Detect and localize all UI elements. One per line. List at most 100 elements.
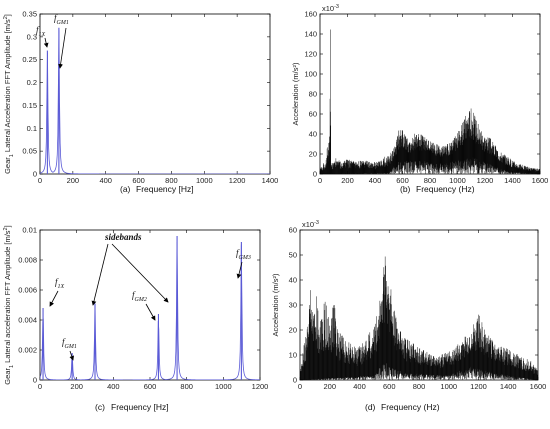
y-tick-label: 120 bbox=[304, 50, 317, 59]
noise-spectrum bbox=[320, 29, 540, 174]
series-c bbox=[40, 236, 260, 380]
y-tick-label: 140 bbox=[304, 30, 317, 39]
x-tick-label: 1000 bbox=[196, 176, 213, 185]
x-tick-label: 800 bbox=[165, 176, 178, 185]
annotation-c-fgm1: fGM1 bbox=[62, 337, 77, 350]
x-tick-label: 800 bbox=[413, 382, 426, 391]
y-axis-label: Gear1 Lateral acceleration FFT Amplitude… bbox=[3, 225, 15, 384]
x-axis-label: Frequency (Hz) bbox=[381, 402, 440, 412]
y-tick-label: 60 bbox=[289, 226, 297, 235]
y-tick-label: 0.006 bbox=[18, 286, 37, 295]
x-tick-label: 1600 bbox=[530, 382, 547, 391]
x-tick-label: 1000 bbox=[440, 382, 457, 391]
y-tick-label: 0.35 bbox=[22, 10, 37, 19]
plot-frame bbox=[39, 229, 261, 381]
x-tick-label: 600 bbox=[383, 382, 396, 391]
y-axis-label: Gear1 Lateral Acceleration FFT Amplitude… bbox=[3, 14, 15, 174]
x-tick-label: 800 bbox=[180, 382, 193, 391]
y-axis-label: Acceleration (m/s²) bbox=[271, 273, 280, 336]
annotation-sidebands: sidebands bbox=[104, 232, 142, 242]
x-tick-label: 1200 bbox=[477, 176, 494, 185]
x-tick-label: 600 bbox=[132, 176, 145, 185]
arrow-fgm1 bbox=[58, 27, 67, 69]
chart-panel-b: 0 200 400 600 800 1000 1200 1400 1600 0 20 40 60 80 10… bbox=[291, 4, 548, 194]
x-tick-label: 1600 bbox=[532, 176, 549, 185]
annotation-fgm1: fGM1 bbox=[54, 13, 69, 26]
y-tick-label: 0 bbox=[313, 170, 317, 179]
y-tick-label: 60 bbox=[309, 110, 317, 119]
arrow-f1x bbox=[43, 37, 49, 48]
arrow-sidebands-1 bbox=[91, 243, 109, 306]
y-tick-label: 0 bbox=[293, 376, 297, 385]
y-tick-label: 160 bbox=[304, 10, 317, 19]
y-tick-label: 20 bbox=[289, 326, 297, 335]
y-tick-label: 20 bbox=[309, 150, 317, 159]
x-tick-label: 400 bbox=[369, 176, 382, 185]
x-tick-label: 200 bbox=[70, 382, 83, 391]
y-tick-label: 0.01 bbox=[22, 226, 37, 235]
x-tick-label: 1400 bbox=[500, 382, 517, 391]
chart-panel-a: 0 200 400 600 800 1000 1200 1400 0 0.05 0.1 0.15 0.2… bbox=[3, 10, 278, 195]
annotation-c-fgm3: fGM3 bbox=[236, 248, 251, 261]
y-tick-label: 0.004 bbox=[18, 316, 37, 325]
y-tick-label: 0.1 bbox=[27, 124, 37, 133]
series-b bbox=[320, 29, 540, 174]
x-tick-label: 1400 bbox=[262, 176, 279, 185]
arrow-c-fgm1 bbox=[69, 350, 75, 361]
annotation-c-fgm2: fGM2 bbox=[132, 290, 147, 303]
x-axis-label: Frequency (Hz) bbox=[416, 184, 475, 194]
x-tick-label: 200 bbox=[341, 176, 354, 185]
x-tick-label: 0 bbox=[318, 176, 322, 185]
x-tick-label: 1200 bbox=[229, 176, 246, 185]
arrow-sidebands-2 bbox=[111, 243, 169, 303]
x-tick-label: 0 bbox=[298, 382, 302, 391]
x-tick-label: 400 bbox=[107, 382, 120, 391]
x-tick-label: 0 bbox=[38, 382, 42, 391]
y-tick-label: 0 bbox=[33, 170, 37, 179]
caption-letter: (d) bbox=[365, 402, 376, 412]
series-d bbox=[300, 256, 538, 380]
x-tick-label: 0 bbox=[38, 176, 42, 185]
y-tick-label: 80 bbox=[309, 90, 317, 99]
y-tick-label: 0.002 bbox=[18, 346, 37, 355]
x-tick-label: 1400 bbox=[504, 176, 521, 185]
x-tick-label: 800 bbox=[424, 176, 437, 185]
x-tick-label: 1000 bbox=[215, 382, 232, 391]
x-axis-label: Frequency [Hz] bbox=[136, 184, 194, 194]
x-tick-label: 1200 bbox=[470, 382, 487, 391]
x-tick-label: 600 bbox=[396, 176, 409, 185]
y-exponent: x10-3 bbox=[322, 4, 339, 13]
y-tick-label: 40 bbox=[289, 276, 297, 285]
y-tick-label: 10 bbox=[289, 351, 297, 360]
x-tick-label: 400 bbox=[99, 176, 112, 185]
caption-letter: (a) bbox=[120, 184, 131, 194]
plot-frame bbox=[39, 13, 271, 175]
y-tick-label: 100 bbox=[304, 70, 317, 79]
y-tick-label: 0.2 bbox=[27, 78, 37, 87]
x-axis-label: Frequency [Hz] bbox=[111, 402, 169, 412]
x-tick-label: 200 bbox=[67, 176, 80, 185]
series-a bbox=[40, 27, 270, 174]
spectrum-line bbox=[40, 30, 270, 174]
y-tick-label: 50 bbox=[289, 251, 297, 260]
x-tick-label: 600 bbox=[144, 382, 157, 391]
spectrum-line bbox=[40, 241, 260, 380]
annotation-c-f1x: f1X bbox=[55, 277, 65, 290]
chart-panel-c: 0 200 400 600 800 1000 1200 0 0.002 0.004 0.006 0.0… bbox=[3, 225, 268, 412]
y-axis-label: Acceleration (m/s²) bbox=[291, 62, 300, 125]
x-tick-label: 200 bbox=[323, 382, 336, 391]
x-tick-label: 400 bbox=[353, 382, 366, 391]
x-tick-label: 1200 bbox=[252, 382, 269, 391]
y-tick-label: 40 bbox=[309, 130, 317, 139]
y-tick-label: 0 bbox=[33, 376, 37, 385]
x-tick-label: 1000 bbox=[449, 176, 466, 185]
arrow-c-f1x bbox=[49, 290, 59, 307]
chart-panel-d: 0 200 400 600 800 1000 1200 1400 1600 0 10 20 30 40 50… bbox=[271, 220, 546, 412]
annotation-f1x: f1X bbox=[36, 25, 46, 38]
caption-letter: (b) bbox=[400, 184, 411, 194]
arrow-c-fgm3 bbox=[236, 261, 243, 279]
caption-letter: (c) bbox=[95, 402, 105, 412]
y-tick-label: 0.008 bbox=[18, 256, 37, 265]
y-exponent: x10-3 bbox=[302, 220, 319, 229]
